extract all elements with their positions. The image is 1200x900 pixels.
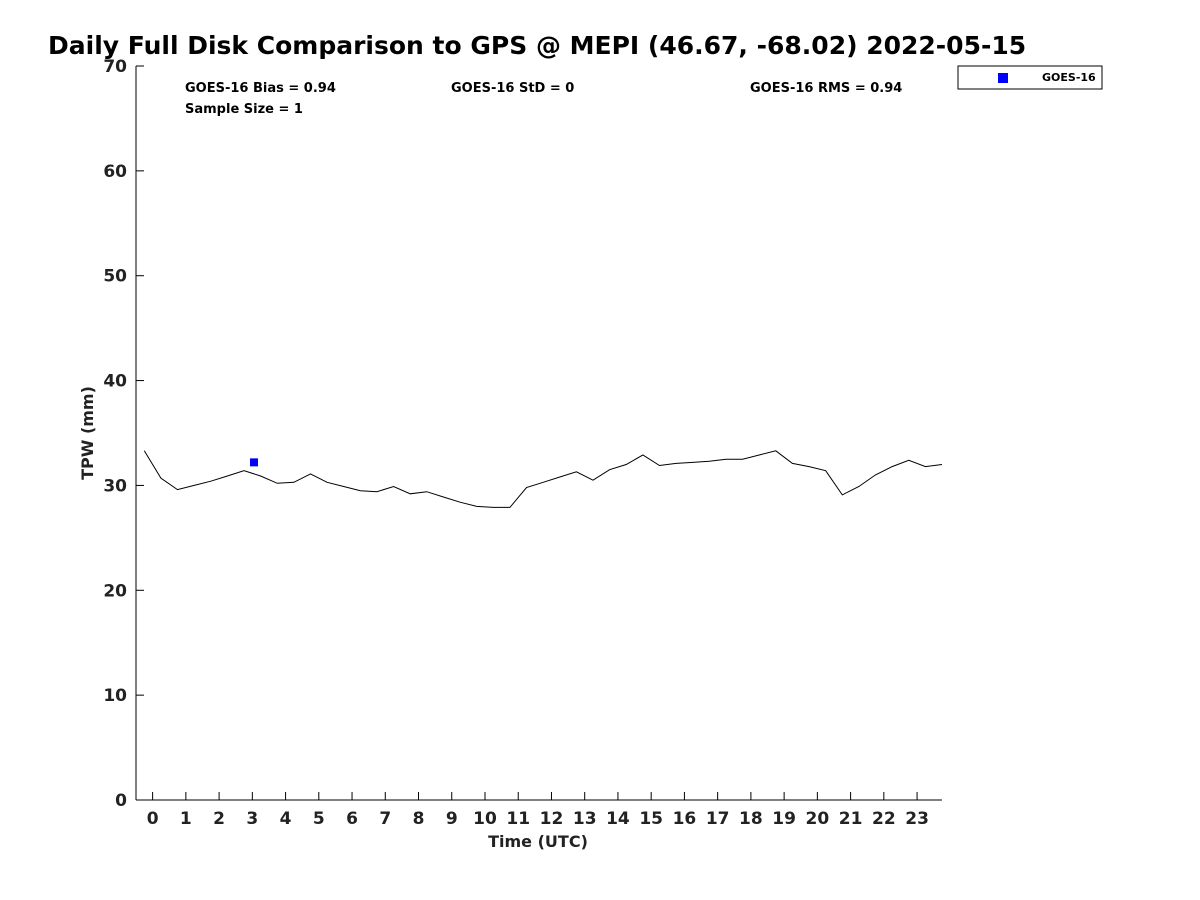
x-tick-label: 16: [673, 809, 697, 829]
y-tick-label: 0: [115, 791, 127, 811]
x-tick-label: 20: [806, 809, 830, 829]
legend-label: GOES-16: [1042, 71, 1096, 84]
x-axis-label: Time (UTC): [488, 832, 588, 851]
x-tick-label: 15: [639, 809, 663, 829]
x-tick-label: 14: [606, 809, 630, 829]
x-tick-label: 13: [573, 809, 597, 829]
x-tick-label: 23: [905, 809, 929, 829]
x-tick-label: 8: [413, 809, 425, 829]
x-ticks: 0 1 2 3 4 5 6 7 8 9 10 11 12 13 14 15 16 17 18 19 20 21 22 23: [147, 792, 929, 829]
x-tick-label: 11: [506, 809, 530, 829]
x-tick-label: 3: [246, 809, 258, 829]
bias-stat: GOES-16 Bias = 0.94: [185, 81, 336, 96]
y-tick-label: 50: [103, 267, 127, 287]
std-stat: GOES-16 StD = 0: [451, 81, 574, 96]
y-tick-label: 70: [103, 57, 127, 77]
x-tick-label: 1: [180, 809, 192, 829]
x-tick-label: 19: [772, 809, 796, 829]
goes16-point: [249, 458, 258, 467]
legend: GOES-16: [957, 65, 1103, 90]
y-tick-label: 60: [103, 162, 127, 182]
x-tick-label: 6: [346, 809, 358, 829]
x-tick-label: 9: [446, 809, 458, 829]
series-layer: [143, 450, 943, 508]
y-tick-label: 10: [103, 686, 127, 706]
x-tick-label: 12: [540, 809, 564, 829]
x-tick-label: 0: [147, 809, 159, 829]
x-tick-label: 4: [280, 809, 292, 829]
rms-stat: GOES-16 RMS = 0.94: [750, 81, 902, 96]
x-tick-label: 18: [739, 809, 763, 829]
x-tick-label: 21: [839, 809, 863, 829]
y-tick-label: 20: [103, 581, 127, 601]
x-tick-label: 5: [313, 809, 325, 829]
plot-area: [135, 66, 942, 801]
gps-tpw-line: [143, 450, 943, 508]
chart-title: Daily Full Disk Comparison to GPS @ MEPI…: [48, 31, 1026, 60]
x-tick-label: 7: [379, 809, 391, 829]
x-tick-label: 22: [872, 809, 896, 829]
x-tick-label: 2: [213, 809, 225, 829]
legend-box: [957, 65, 1103, 90]
legend-marker: [998, 73, 1008, 83]
y-tick-label: 40: [103, 372, 127, 392]
y-axis-label: TPW (mm): [78, 386, 97, 480]
y-tick-label: 30: [103, 476, 127, 496]
y-ticks: 0 10 20 30 40 50 60 70: [103, 57, 144, 811]
sample-size-stat: Sample Size = 1: [185, 102, 303, 117]
x-tick-label: 10: [473, 809, 497, 829]
x-tick-label: 17: [706, 809, 730, 829]
